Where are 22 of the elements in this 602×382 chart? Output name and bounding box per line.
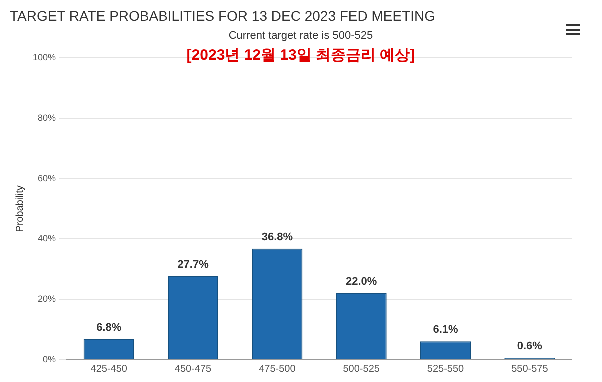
data-label: 6.1% [433, 324, 459, 336]
chart-subtitle: Current target rate is 500-525 [228, 30, 374, 42]
y-tick-label: 80% [38, 112, 56, 123]
y-tick-label: 0% [43, 354, 56, 364]
chart-title: TARGET RATE PROBABILITIES FOR 13 DEC 2023 FED MEETING [10, 8, 436, 24]
data-label: 22.0% [346, 276, 378, 288]
x-tick-label: 475-500 [259, 364, 296, 375]
x-tick-label: 550-575 [512, 364, 549, 375]
y-tick-label: 20% [38, 294, 56, 304]
y-tick-label: 60% [38, 173, 56, 184]
y-tick-label: 40% [38, 234, 56, 244]
x-tick-label: 500-525 [343, 364, 380, 375]
y-tick-label: 100% [32, 52, 56, 62]
data-label: 36.8% [262, 231, 294, 244]
y-axis-title: Probability [14, 186, 26, 232]
x-tick-label: 525-550 [427, 364, 465, 375]
data-label: 6.8% [96, 322, 122, 334]
annotation: [2023년 12월 13일 최종금리 예상] [186, 47, 416, 64]
data-label: 0.6% [517, 340, 543, 353]
x-tick-label: 450-475 [174, 364, 212, 375]
data-label: 27.7% [178, 258, 210, 271]
x-tick-label: 425-450 [90, 364, 128, 375]
